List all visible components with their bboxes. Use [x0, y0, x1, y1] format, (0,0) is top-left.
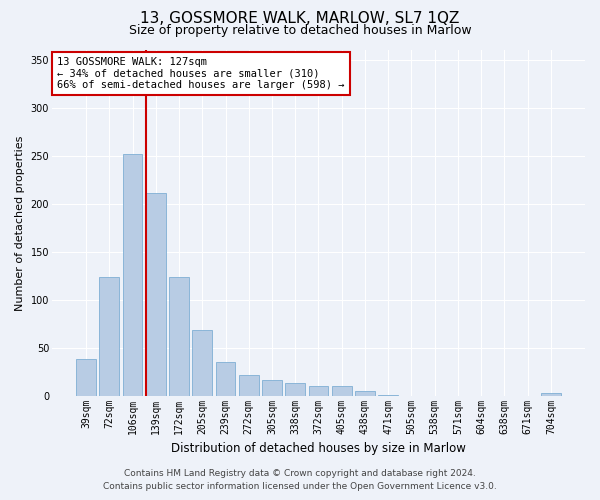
Bar — [239, 376, 259, 396]
Text: 13, GOSSMORE WALK, MARLOW, SL7 1QZ: 13, GOSSMORE WALK, MARLOW, SL7 1QZ — [140, 11, 460, 26]
Text: 13 GOSSMORE WALK: 127sqm
← 34% of detached houses are smaller (310)
66% of semi-: 13 GOSSMORE WALK: 127sqm ← 34% of detach… — [57, 57, 345, 90]
Bar — [379, 394, 398, 396]
Bar — [146, 193, 166, 396]
Bar — [122, 154, 142, 396]
Text: Contains HM Land Registry data © Crown copyright and database right 2024.
Contai: Contains HM Land Registry data © Crown c… — [103, 470, 497, 491]
Bar — [100, 276, 119, 396]
Bar — [215, 362, 235, 396]
Text: Size of property relative to detached houses in Marlow: Size of property relative to detached ho… — [128, 24, 472, 37]
Bar — [169, 276, 189, 396]
Bar — [308, 386, 328, 396]
X-axis label: Distribution of detached houses by size in Marlow: Distribution of detached houses by size … — [171, 442, 466, 455]
Bar — [355, 391, 375, 396]
Y-axis label: Number of detached properties: Number of detached properties — [15, 135, 25, 310]
Bar — [541, 393, 561, 396]
Bar — [332, 386, 352, 396]
Bar — [76, 359, 96, 396]
Bar — [193, 330, 212, 396]
Bar — [286, 383, 305, 396]
Bar — [262, 380, 282, 396]
